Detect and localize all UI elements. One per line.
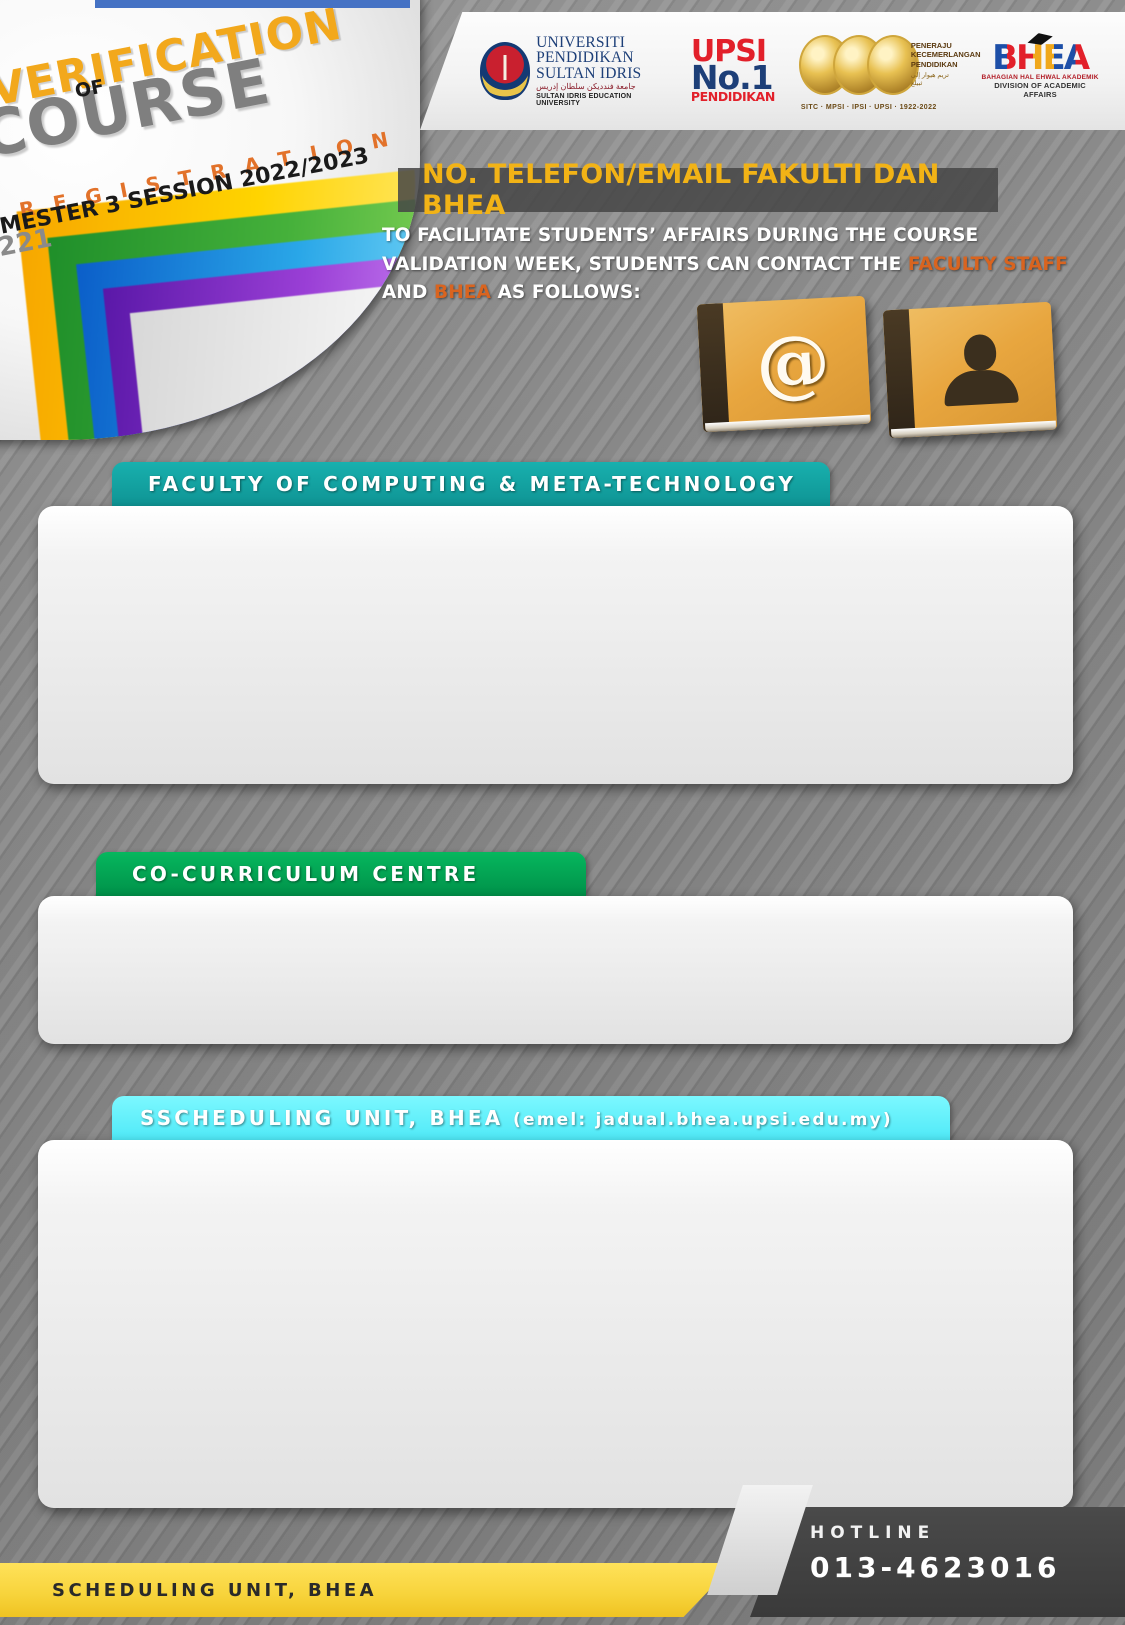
university-name-english: SULTAN IDRIS EDUCATION UNIVERSITY (536, 93, 632, 108)
upsi-no1-pendidikan: PENDIDIKAN (690, 89, 775, 105)
centenary-arabic: تريم هيوار إلى ثبيلغ (910, 72, 949, 87)
footer-left-banner: SCHEDULING UNIT, BHEA (0, 1563, 735, 1617)
contact-address-book-icon (882, 301, 1058, 439)
logo-bar: UNIVERSITI PENDIDIKAN SULTAN IDRIS جامعة… (420, 12, 1125, 130)
university-name-line3: SULTAN IDRIS (536, 65, 642, 83)
section-card-co-curriculum (38, 896, 1073, 1044)
university-name-line1: UNIVERSITI (536, 33, 626, 51)
centenary-years: SITC · MPSI · IPSI · UPSI · 1922-2022 (800, 104, 937, 111)
top-accent-bar (95, 0, 410, 8)
centenary-coin-icon (866, 35, 919, 95)
main-title-text: NO. TELEFON/EMAIL FAKULTI DAN BHEA (422, 159, 940, 221)
footer-hotline-banner: HOTLINE 013-4623016 (750, 1507, 1125, 1617)
centenary-line3: PENDIDIKAN (910, 59, 958, 69)
section-tab-label: CO-CURRICULUM CENTRE (132, 862, 480, 886)
subtitle-highlight-faculty: FACULTY STAFF (907, 253, 1068, 275)
upsi-crest-logo: UNIVERSITI PENDIDIKAN SULTAN IDRIS جامعة… (480, 33, 667, 108)
section-card-scheduling-unit (38, 1140, 1073, 1508)
bhea-wordmark: BHEA (981, 41, 1099, 75)
section-tab-faculty-computing: FACULTY OF COMPUTING & META-TECHNOLOGY (112, 462, 830, 506)
hotline-label: HOTLINE (810, 1523, 936, 1543)
section-card-faculty-computing (38, 506, 1073, 784)
university-name-arabic: جامعة فندديكن سلطان إدريس (536, 81, 636, 91)
centenary-logo: PENERAJU KECEMERLANGAN PENDIDIKAN تريم ه… (798, 27, 981, 115)
upsi-no1-upsi: UPSI (690, 34, 767, 70)
upsi-crest-icon (480, 41, 531, 100)
upsi-no1-rank: No.1 (690, 58, 774, 98)
section-tab-scheduling-unit: SSCHEDULING UNIT, BHEA (emel: jadual.bhe… (112, 1096, 950, 1140)
section-tab-label: FACULTY OF COMPUTING & META-TECHNOLOGY (148, 472, 797, 496)
bhea-caption-en: DIVISION OF ACADEMIC AFFAIRS (994, 80, 1086, 99)
upsi-no1-logo: UPSI No.1 PENDIDIKAN (690, 34, 775, 105)
at-address-book-icon: @ (696, 295, 872, 433)
subtitle-highlight-bhea: BHEA (434, 282, 491, 304)
subtitle-part3: AS FOLLOWS: (490, 282, 641, 304)
section-tab-label-main: SSCHEDULING UNIT, BHEA (140, 1106, 504, 1130)
main-title-banner: NO. TELEFON/EMAIL FAKULTI DAN BHEA (398, 159, 998, 221)
centenary-line2: KECEMERLANGAN (910, 50, 981, 60)
person-silhouette-icon (941, 333, 1019, 407)
section-tab-label: SSCHEDULING UNIT, BHEA (emel: jadual.bhe… (140, 1106, 893, 1130)
university-name-line2: PENDIDIKAN (536, 49, 634, 67)
header-swoosh-panel: VERIFICATION COURSE OF R E G I S T R A T… (0, 0, 420, 440)
hotline-number: 013-4623016 (810, 1551, 1061, 1584)
centenary-line1: PENERAJU (910, 41, 952, 50)
bhea-logo: BHEA BAHAGIAN HAL EHWAL AKADEMIK DIVISIO… (981, 43, 1099, 99)
subtitle-part1: TO FACILITATE STUDENTS’ AFFAIRS DURING T… (382, 225, 979, 275)
bhea-caption-ms: BAHAGIAN HAL EHWAL AKADEMIK (981, 73, 1099, 81)
section-tab-label-sub: (emel: jadual.bhea.upsi.edu.my) (513, 1110, 893, 1130)
at-symbol-glyph: @ (753, 318, 833, 409)
subtitle-text: TO FACILITATE STUDENTS’ AFFAIRS DURING T… (382, 222, 1102, 308)
subtitle-part2: AND (382, 282, 434, 304)
section-tab-co-curriculum: CO-CURRICULUM CENTRE (96, 852, 586, 896)
footer-left-label: SCHEDULING UNIT, BHEA (52, 1579, 378, 1601)
